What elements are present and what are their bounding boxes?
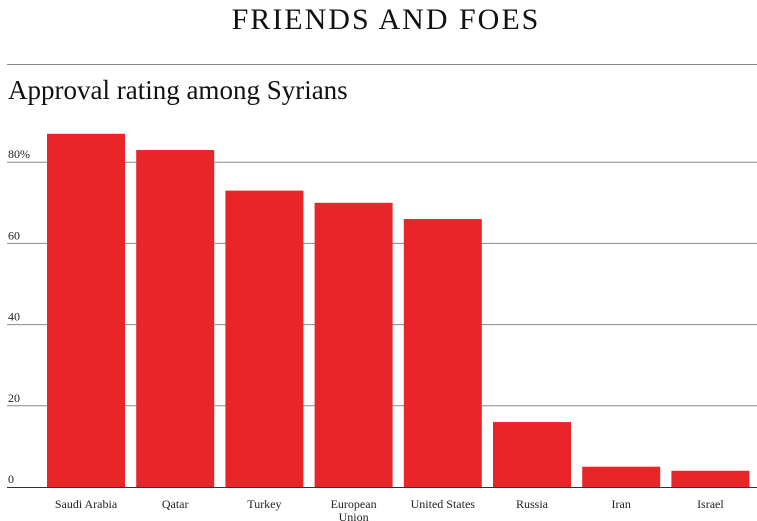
bar xyxy=(493,422,571,487)
chart-title: FRIENDS AND FOES xyxy=(231,3,541,36)
x-tick-label: Turkey xyxy=(247,497,281,511)
x-tick-label: United States xyxy=(411,497,476,511)
y-tick-label: 60 xyxy=(8,228,20,242)
bar xyxy=(136,150,215,487)
y-tick-label: 0 xyxy=(8,472,14,486)
y-tick-label: 40 xyxy=(8,310,20,324)
x-tick-label: European Union xyxy=(331,497,377,521)
y-tick-label: 80% xyxy=(8,147,30,161)
x-tick-label: Iran xyxy=(612,497,631,511)
x-tick-label: Qatar xyxy=(162,497,189,511)
x-tick-label: Russia xyxy=(516,497,549,511)
bar xyxy=(314,202,393,488)
bar xyxy=(403,219,482,488)
bar xyxy=(225,190,304,487)
title-divider xyxy=(7,64,757,65)
y-tick-label: 20 xyxy=(8,391,20,405)
x-tick-label: Israel xyxy=(697,497,724,511)
chart-subtitle: Approval rating among Syrians xyxy=(8,75,348,105)
x-tick-label: Saudi Arabia xyxy=(55,497,118,511)
bar xyxy=(582,466,661,487)
bar xyxy=(671,470,750,487)
bar xyxy=(47,133,125,487)
